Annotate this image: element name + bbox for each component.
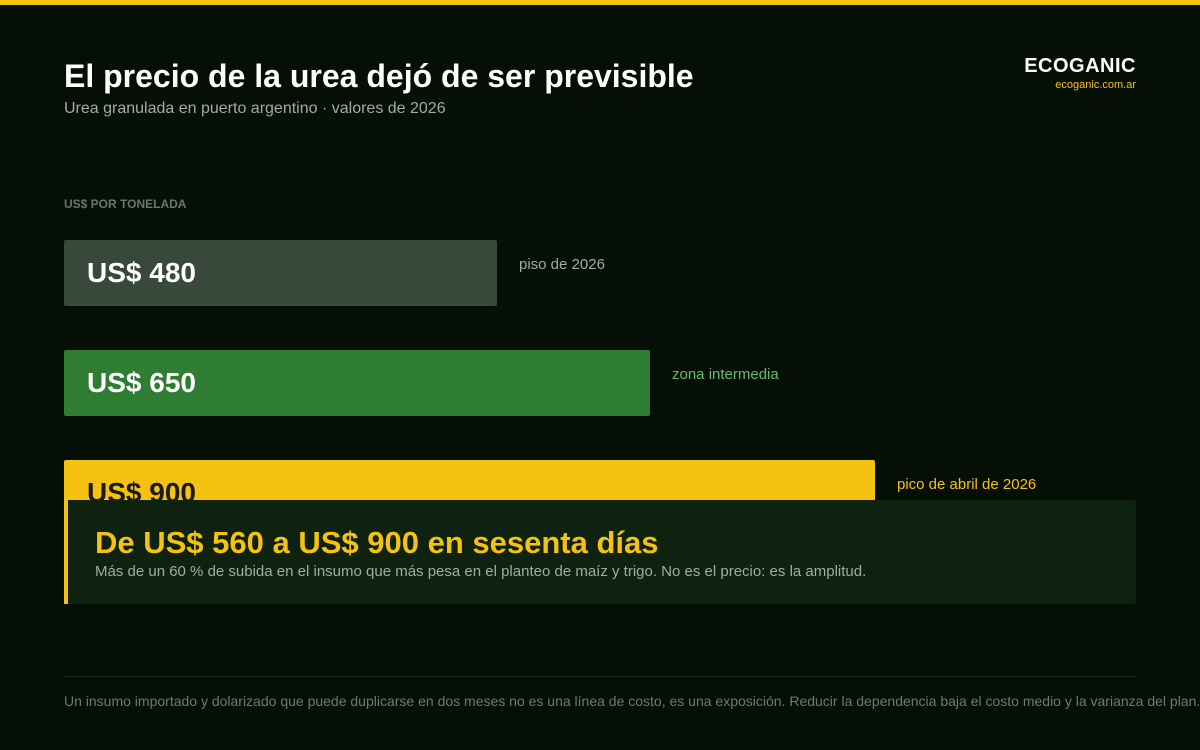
- bar-note: zona intermedia: [672, 366, 779, 383]
- bar-value-label: US$ 480: [87, 257, 196, 288]
- footer-divider: [64, 676, 1136, 677]
- bar-650: US$ 650: [64, 350, 650, 416]
- footer-note: Un insumo importado y dolarizado que pue…: [64, 693, 1200, 709]
- page-title: El precio de la urea dejó de ser previsi…: [64, 58, 694, 94]
- callout-title: De US$ 560 a US$ 900 en sesenta días: [95, 525, 659, 560]
- price-bar-chart: US$ 480 piso de 2026 US$ 650 zona intermedi…: [64, 240, 1136, 540]
- brand-logo: ECOGANIC ecoganic.com.ar: [1024, 55, 1136, 91]
- bar-value-label: US$ 650: [87, 367, 196, 398]
- bar-note: pico de abril de 2026: [897, 476, 1037, 493]
- bar-note: piso de 2026: [519, 256, 605, 273]
- brand-url: ecoganic.com.ar: [1055, 79, 1136, 91]
- bar-480: US$ 480: [64, 240, 497, 306]
- callout-box: De US$ 560 a US$ 900 en sesenta días Más…: [64, 500, 1136, 604]
- axis-label: US$ POR TONELADA: [64, 197, 187, 211]
- brand-name: ECOGANIC: [1024, 55, 1136, 77]
- top-accent-rule: [0, 0, 1200, 5]
- callout-text: Más de un 60 % de subida en el insumo qu…: [95, 563, 867, 580]
- page-subtitle: Urea granulada en puerto argentino · val…: [64, 100, 446, 117]
